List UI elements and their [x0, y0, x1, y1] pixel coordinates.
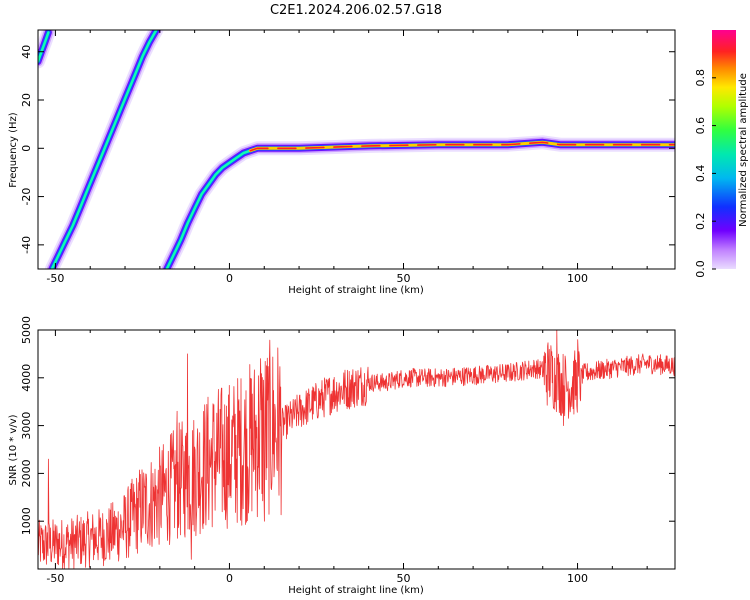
- snr-y-tick-label: 2000: [20, 459, 33, 487]
- snr-y-tick-label: 3000: [20, 412, 33, 440]
- spectrogram-y-tick-label: 0: [20, 145, 33, 152]
- spectrogram-x-tick-label: -50: [46, 272, 64, 285]
- snr-plot-area: [38, 330, 675, 569]
- spectrogram-y-tick-label: 40: [20, 45, 33, 59]
- spectrogram-traces: [38, 30, 675, 269]
- snr-x-tick-label: 0: [226, 572, 233, 585]
- snr-y-tick-label: 4000: [20, 364, 33, 392]
- colorbar-tick-label: 0.8: [694, 69, 707, 87]
- snr-x-tick-label: 100: [567, 572, 588, 585]
- spectrogram-x-tick-label: 100: [567, 272, 588, 285]
- snr-ticks: -50 0 50 100 1000 2000 3000 4000 5000: [20, 316, 675, 585]
- snr-x-axis-label: Height of straight line (km): [288, 585, 424, 596]
- colorbar: 0.0 0.2 0.4 0.6 0.8 Normalized spectral ampl…: [694, 30, 749, 278]
- snr-x-tick-label: -50: [46, 572, 64, 585]
- spectrogram-carrier-peak: [249, 141, 675, 152]
- colorbar-ticks: 0.0 0.2 0.4 0.6 0.8: [694, 69, 716, 278]
- spectrogram-panel: -50 0 50 100 -40 -20 0 20 40 Height of straight …: [8, 29, 676, 296]
- spectrogram-y-axis-label: Frequency (Hz): [8, 112, 19, 188]
- spectrogram-trace-2-layer-4: [38, 31, 50, 63]
- colorbar-tick-label: 0.4: [694, 165, 707, 183]
- spectrogram-y-tick-label: -40: [20, 236, 33, 254]
- colorbar-tick-label: 0.6: [694, 117, 707, 135]
- spectrogram-y-tick-label: 20: [20, 93, 33, 107]
- spectrogram-y-tick-label: -20: [20, 188, 33, 206]
- colorbar-label: Normalized spectral amplitude: [738, 73, 749, 227]
- spectrogram-x-axis-label: Height of straight line (km): [288, 285, 424, 296]
- figure-title: C2E1.2024.206.02.57.G18: [270, 3, 442, 18]
- snr-panel: -50 0 50 100 1000 2000 3000 4000 5000 Height of …: [8, 316, 676, 596]
- spectrogram-ticks: -50 0 50 100 -40 -20 0 20 40: [20, 30, 675, 285]
- colorbar-tick-label: 0.2: [694, 212, 707, 230]
- spectrogram-frame: [37, 29, 676, 270]
- snr-x-tick-label: 50: [396, 572, 410, 585]
- snr-series-line: [38, 330, 675, 569]
- colorbar-gradient: [712, 30, 736, 269]
- snr-y-tick-label: 5000: [20, 316, 33, 344]
- colorbar-tick-label: 0.0: [694, 260, 707, 278]
- snr-frame: [37, 329, 676, 570]
- spectrogram-trace-1-layer-4: [50, 30, 158, 269]
- spectrogram-x-tick-label: 0: [226, 272, 233, 285]
- snr-y-axis-label: SNR (10 * v/v): [8, 414, 19, 485]
- snr-y-tick-label: 1000: [20, 507, 33, 535]
- spectrogram-x-tick-label: 50: [396, 272, 410, 285]
